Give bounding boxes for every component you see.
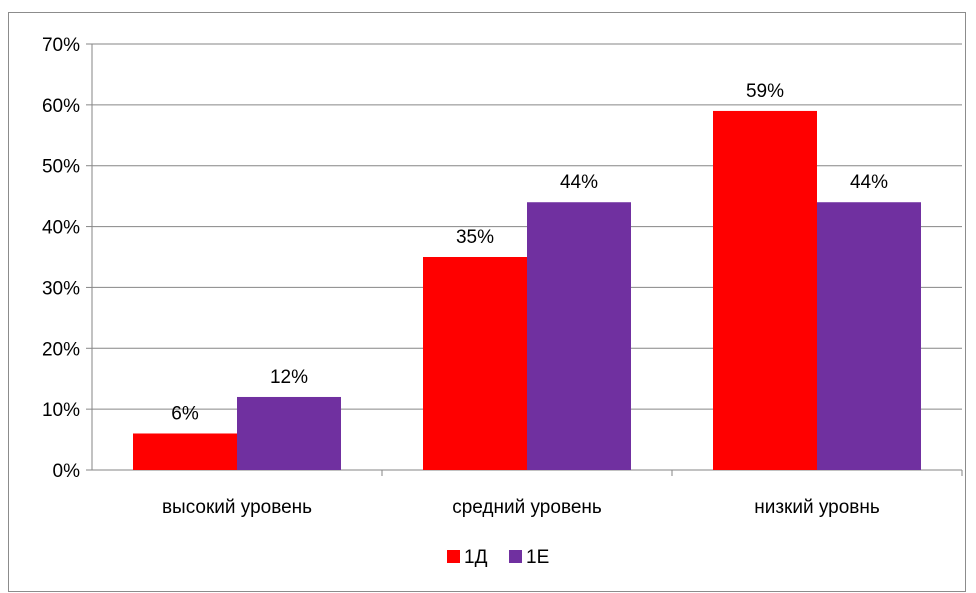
x-category-label: средний уровень	[452, 497, 602, 518]
bar-1-3	[713, 110, 817, 470]
legend-swatch-1	[447, 550, 460, 563]
data-label: 44%	[850, 172, 888, 193]
data-label: 12%	[270, 367, 308, 388]
y-tick-label: 20%	[42, 339, 80, 360]
legend-swatch-2	[509, 550, 522, 563]
data-label: 44%	[560, 172, 598, 193]
y-tick-label: 0%	[53, 461, 81, 482]
legend-label: 1Д	[464, 547, 488, 568]
y-tick-label: 50%	[42, 157, 80, 178]
bar-2-3	[817, 202, 921, 470]
y-tick-label: 60%	[42, 96, 80, 117]
legend-label: 1Е	[526, 547, 549, 568]
bar-2-1	[237, 396, 341, 470]
bar-1-2	[423, 257, 527, 470]
data-label: 35%	[456, 227, 494, 248]
y-tick-label: 40%	[42, 218, 80, 239]
y-tick-label: 70%	[42, 35, 80, 56]
x-category-label: высокий уровень	[162, 497, 312, 518]
y-tick-label: 30%	[42, 278, 80, 299]
data-label: 6%	[171, 403, 199, 424]
y-tick-label: 10%	[42, 400, 80, 421]
bar-1-1	[133, 433, 237, 470]
data-label: 59%	[746, 81, 784, 102]
x-category-label: низкий уровнь	[754, 497, 880, 518]
bar-2-2	[527, 202, 631, 470]
